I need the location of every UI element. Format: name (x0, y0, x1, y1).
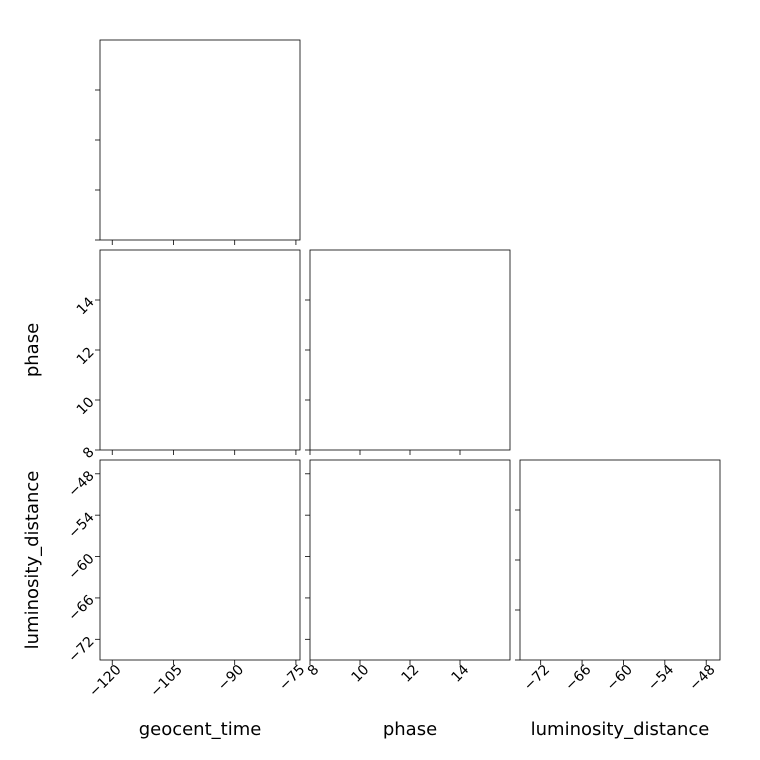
scatter-point (302, 422, 304, 424)
panel-hist-phase (305, 249, 511, 455)
panel-frame (99, 249, 301, 451)
y-tick-label-luminosity_distance: −60 (65, 551, 97, 583)
x-tick-label-phase: 14 (449, 662, 473, 686)
x-axis-label-phase: phase (383, 719, 437, 740)
panel-frame (309, 249, 511, 451)
scatter-point (307, 384, 309, 386)
y-axis-label-luminosity-distance: luminosity_distance (22, 471, 43, 650)
y-tick-label-phase: 12 (74, 344, 98, 368)
x-tick-label-luminosity_distance: −54 (645, 662, 677, 694)
x-tick-label-luminosity_distance: −48 (686, 662, 718, 694)
y-tick-label-phase: 10 (74, 394, 98, 418)
x-axis-label-geocent-time: geocent_time (139, 719, 262, 740)
x-axis-label-luminosity-distance: luminosity_distance (531, 719, 710, 740)
panel-frame (309, 459, 511, 661)
panel-hist-luminosity-distance (515, 459, 721, 665)
panel-frame (99, 39, 301, 241)
x-tick-label-luminosity_distance: −60 (604, 662, 636, 694)
y-tick-label-luminosity_distance: −72 (65, 634, 97, 666)
x-tick-label-geocent_time: −75 (276, 662, 308, 694)
x-tick-label-luminosity_distance: −66 (562, 662, 594, 694)
scatter-point (307, 409, 309, 411)
y-tick-label-luminosity_distance: −66 (65, 592, 97, 624)
y-tick-label-phase: 8 (80, 444, 98, 462)
panel-frame (99, 459, 301, 661)
scatter-point (305, 408, 307, 410)
panel-luminosity-distance-vs-geocent-time (95, 459, 304, 665)
y-tick-label-phase: 14 (74, 294, 98, 318)
x-tick-label-geocent_time: −105 (147, 662, 186, 701)
y-axis-label-phase: phase (22, 323, 43, 377)
x-tick-label-luminosity_distance: −72 (521, 662, 553, 694)
scatter-point (301, 415, 303, 417)
x-tick-label-phase: 10 (349, 662, 373, 686)
panel-frame (519, 459, 721, 661)
x-tick-label-geocent_time: −120 (86, 662, 125, 701)
scatter-point (302, 496, 304, 498)
y-tick-label-luminosity_distance: −48 (65, 468, 97, 500)
y-tick-label-luminosity_distance: −54 (65, 509, 97, 541)
panel-phase-vs-geocent-time (95, 249, 309, 455)
x-tick-label-geocent_time: −90 (215, 662, 247, 694)
x-tick-label-phase: 12 (399, 662, 423, 686)
x-tick-label-phase: 8 (305, 662, 323, 680)
panel-hist-geocent-time (95, 39, 301, 245)
panel-luminosity-distance-vs-phase (305, 459, 511, 665)
